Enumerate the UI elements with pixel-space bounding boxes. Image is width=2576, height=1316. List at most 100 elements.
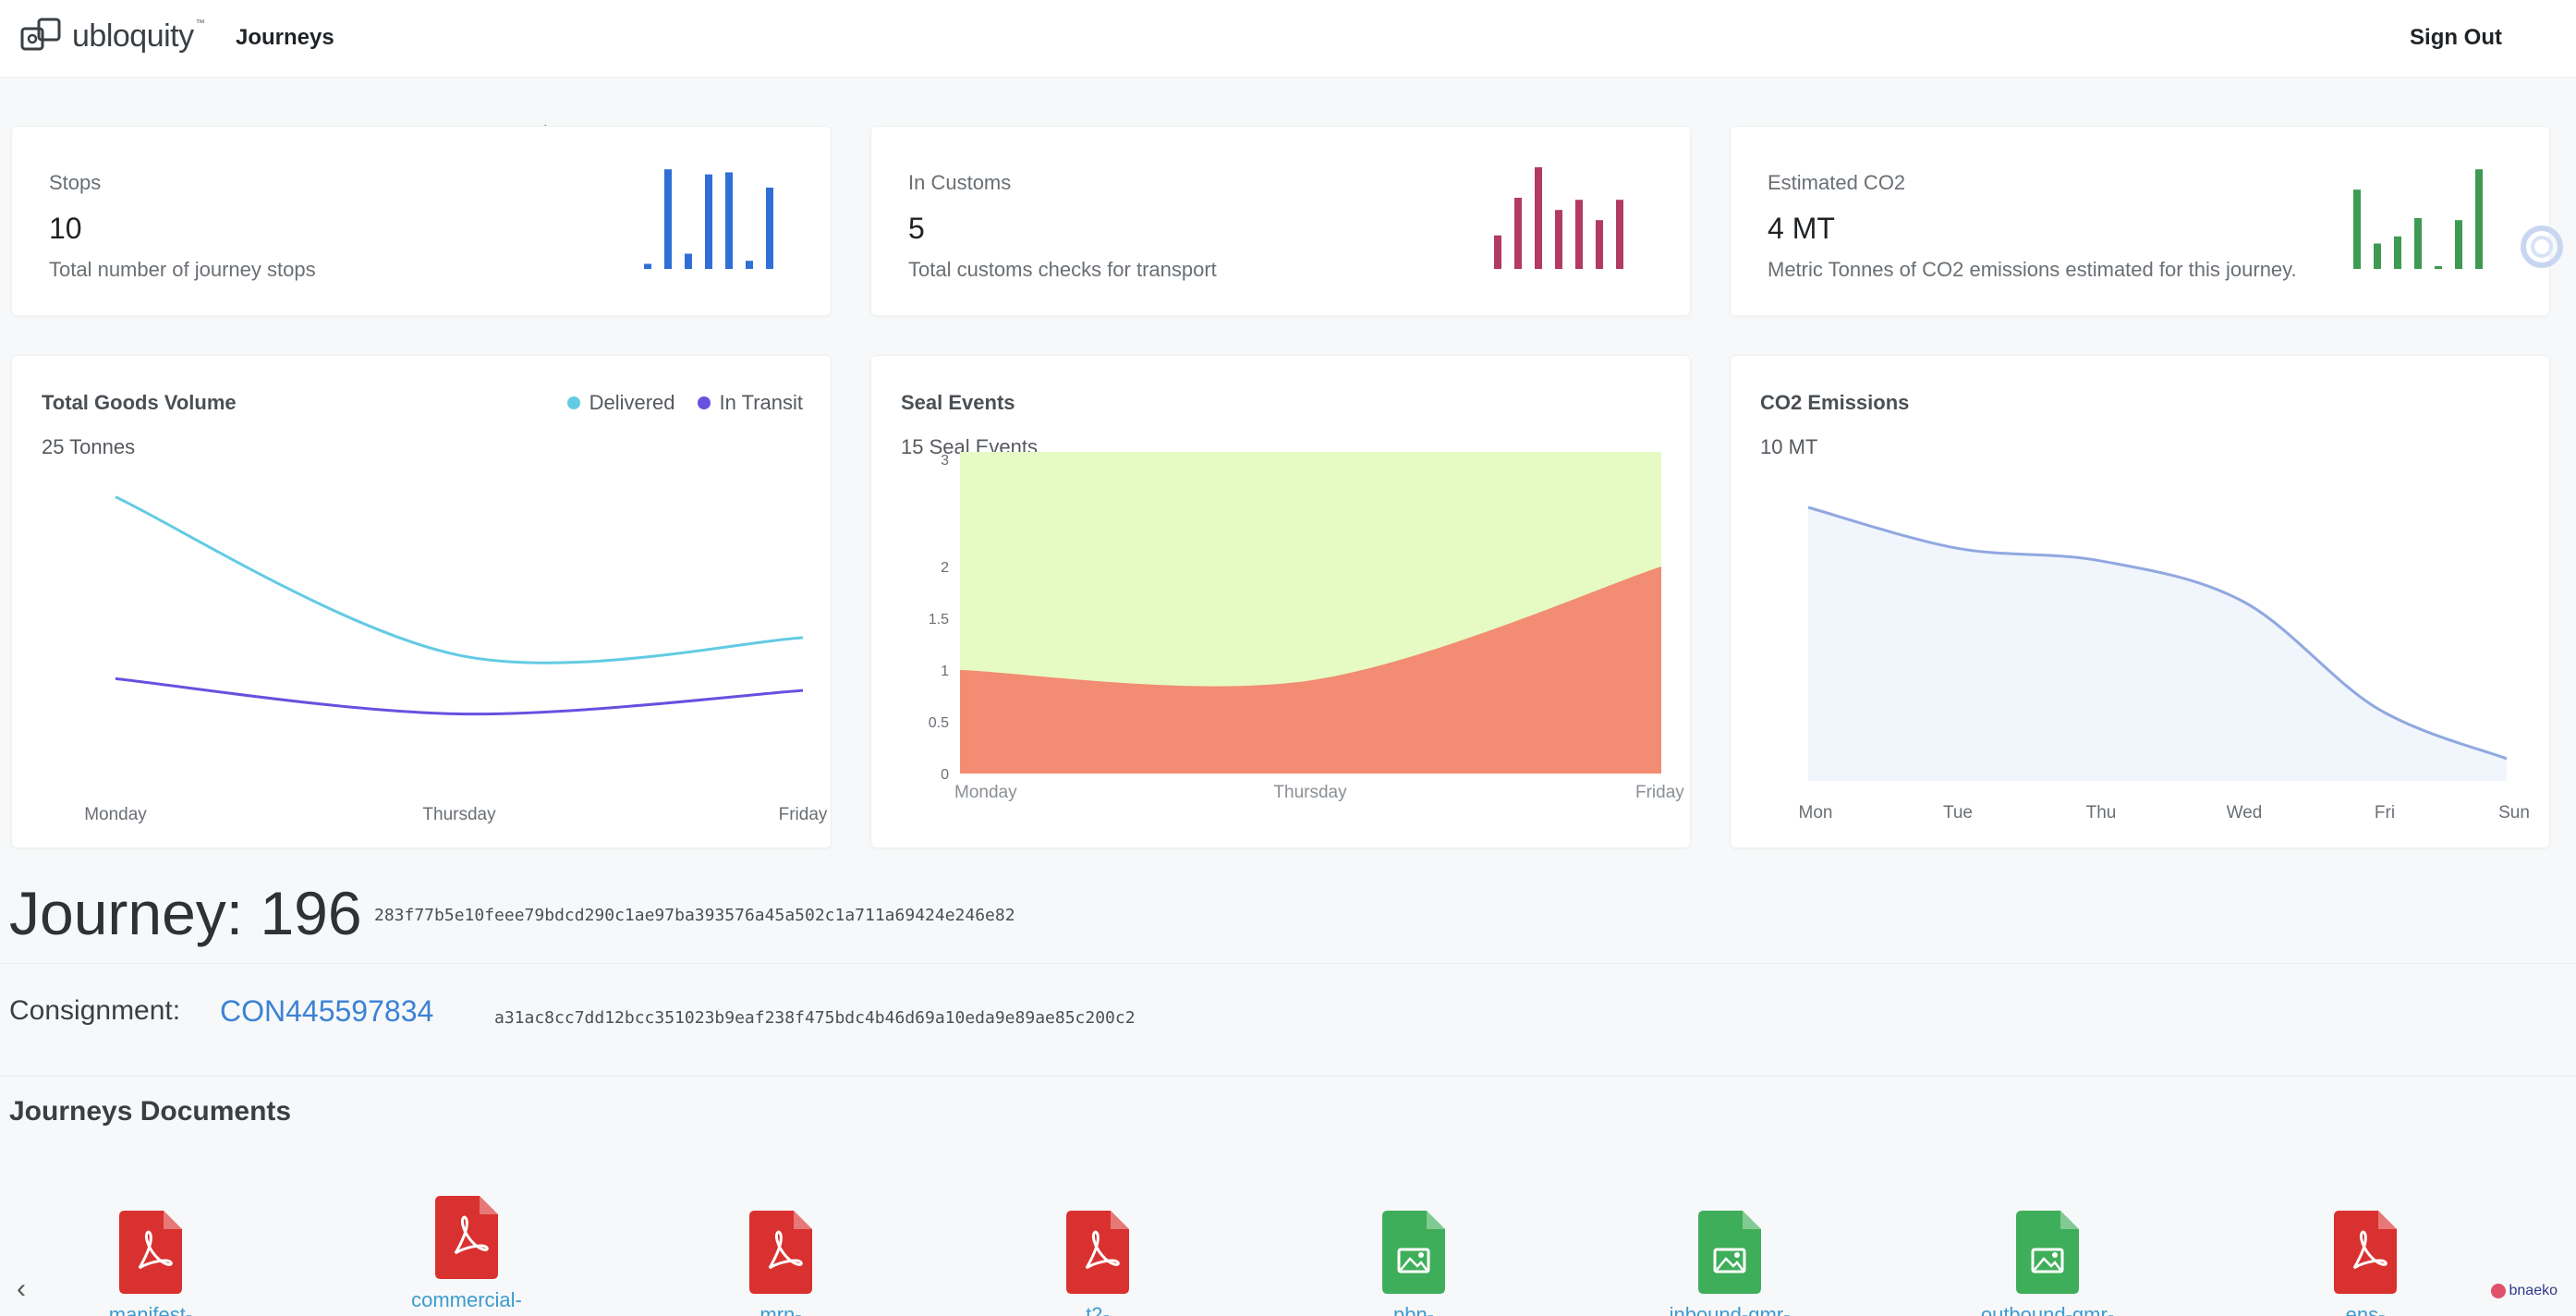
x-tick-label: Mon	[1799, 803, 1833, 822]
spark-bar	[2353, 189, 2361, 269]
pdf-file-icon	[1066, 1211, 1129, 1294]
logo-text: ubloquity	[72, 18, 194, 54]
chart-title: Seal Events	[901, 391, 1015, 414]
legend-dot-icon	[566, 396, 580, 409]
spark-bar	[1575, 200, 1583, 269]
document-name[interactable]: pbn-	[1392, 1303, 1435, 1316]
consignment-hash: a31ac8cc7dd12bcc351023b9eaf238f475bdc4b4…	[494, 1008, 1136, 1028]
co2-sparkline	[2353, 169, 2483, 269]
series-line	[1807, 506, 2508, 761]
co2-emissions-area-chart: Mon Tue Thu Wed Fri Sun	[1799, 506, 2530, 822]
document-item[interactable]: commercial-	[346, 1155, 587, 1316]
spark-bar	[2435, 266, 2442, 269]
y-tick-label: 2	[941, 560, 949, 576]
stat-description: Total customs checks for transport	[908, 258, 1217, 281]
y-tick-label: 1.5	[929, 612, 949, 628]
legend-dot-icon	[697, 396, 711, 409]
sign-out-button[interactable]: Sign Out	[2410, 25, 2502, 50]
stat-value: 10	[49, 212, 82, 245]
document-name[interactable]: inbound-gmr-	[1669, 1303, 1791, 1316]
spark-bar	[2394, 236, 2401, 269]
chart-title: Total Goods Volume	[42, 391, 237, 414]
refresh-widget-icon[interactable]	[2519, 224, 2565, 270]
section-divider	[0, 963, 2576, 964]
pdf-file-icon	[749, 1211, 812, 1294]
spark-bar	[705, 174, 712, 269]
x-tick-label: Wed	[2227, 803, 2263, 822]
customs-sparkline	[1494, 167, 1623, 269]
document-item[interactable]: t2-	[978, 1155, 1218, 1316]
document-name[interactable]: outbound-gmr-	[1980, 1303, 2115, 1316]
document-name[interactable]: manifest-	[108, 1303, 193, 1316]
legend-item-in-transit[interactable]: In Transit	[697, 391, 803, 415]
spark-bar	[685, 253, 692, 269]
seal-events-area-chart: 0 0.5 1 1.5 2 3 Monday Thursday Friday	[929, 452, 1684, 802]
spark-bar	[1596, 220, 1603, 269]
watermark-logo-icon	[2490, 1284, 2506, 1298]
pdf-file-icon	[2334, 1211, 2397, 1294]
spark-bar	[1555, 210, 1562, 269]
ubloquity-logo[interactable]: ubloquity ™	[20, 13, 205, 59]
spark-bar	[725, 172, 733, 269]
document-name[interactable]: commercial-	[411, 1288, 522, 1311]
legend-label: Delivered	[589, 391, 675, 414]
consignment-label: Consignment:	[9, 995, 181, 1026]
x-tick-label: Monday	[954, 783, 1017, 802]
x-tick-label: Thursday	[1273, 783, 1347, 802]
document-name[interactable]: t2-	[1086, 1303, 1110, 1316]
stops-sparkline	[644, 169, 773, 269]
chart-subtitle: 10 MT	[1760, 435, 1818, 458]
series-line-delivered	[115, 495, 804, 664]
x-tick-label: Thursday	[422, 805, 496, 824]
legend-label: In Transit	[719, 391, 803, 414]
carousel-prev-button[interactable]: ‹	[17, 1273, 26, 1304]
document-name[interactable]: ens-	[2345, 1303, 2386, 1316]
stat-title: Estimated CO2	[1768, 171, 1906, 194]
document-item[interactable]: ens-	[2245, 1155, 2485, 1316]
stat-title: Stops	[49, 171, 102, 194]
spark-bar	[1494, 235, 1501, 269]
series-line-in-transit	[115, 676, 804, 716]
document-item[interactable]: inbound-gmr-	[1610, 1155, 1850, 1316]
x-tick-label: Tue	[1943, 803, 1973, 822]
top-navbar: ubloquity ™ Journeys Sign Out	[0, 0, 2576, 78]
documents-title: Journeys Documents	[9, 1096, 292, 1127]
document-item[interactable]: outbound-gmr-	[1927, 1155, 2168, 1316]
pdf-file-icon	[435, 1196, 498, 1279]
document-item[interactable]: mrn-	[661, 1155, 901, 1316]
consignment-link[interactable]: CON445597834	[220, 994, 434, 1028]
stat-description: Total number of journey stops	[49, 258, 316, 281]
logo-trademark: ™	[195, 18, 205, 29]
spark-bar	[2475, 169, 2483, 269]
document-name[interactable]: mrn-	[759, 1303, 802, 1316]
area-fill	[1808, 507, 2507, 781]
y-tick-label: 1	[941, 664, 949, 679]
image-file-icon	[1382, 1211, 1445, 1294]
spark-bar	[664, 169, 672, 269]
spark-bar	[1535, 167, 1542, 269]
section-divider	[0, 1076, 2576, 1077]
documents-carousel: manifest-commercial-mrn-t2- pbn-inbound-g…	[0, 1155, 2576, 1316]
stat-card-stops: Stops 10 Total number of journey stops	[11, 126, 832, 316]
watermark-text: bnaeko	[2509, 1283, 2558, 1298]
legend-item-delivered[interactable]: Delivered	[566, 391, 675, 415]
chart-subtitle: 25 Tonnes	[42, 435, 136, 458]
spark-bar	[2455, 220, 2462, 269]
pdf-file-icon	[119, 1211, 182, 1294]
nav-journeys-link[interactable]: Journeys	[236, 25, 334, 50]
y-tick-label: 0.5	[929, 715, 949, 731]
stat-value: 5	[908, 212, 925, 245]
spark-bar	[1514, 198, 1522, 269]
goods-volume-card: Total Goods Volume Delivered In Transit …	[11, 355, 832, 848]
x-tick-label: Friday	[779, 805, 828, 824]
x-tick-label: Fri	[2375, 803, 2395, 822]
seal-events-card: Seal Events 15 Seal Events 0 0.5 1 1.5 2 3 Mon…	[870, 355, 1691, 848]
stat-title: In Customs	[908, 171, 1012, 194]
y-tick-label: 0	[941, 767, 949, 783]
stat-value: 4 MT	[1768, 212, 1835, 245]
stat-card-customs: In Customs 5 Total customs checks for tr…	[870, 126, 1691, 316]
stat-description: Metric Tonnes of CO2 emissions estimated…	[1768, 258, 2297, 281]
document-item[interactable]: manifest-	[30, 1155, 271, 1316]
document-item[interactable]: pbn-	[1294, 1155, 1534, 1316]
spark-bar	[766, 188, 773, 269]
